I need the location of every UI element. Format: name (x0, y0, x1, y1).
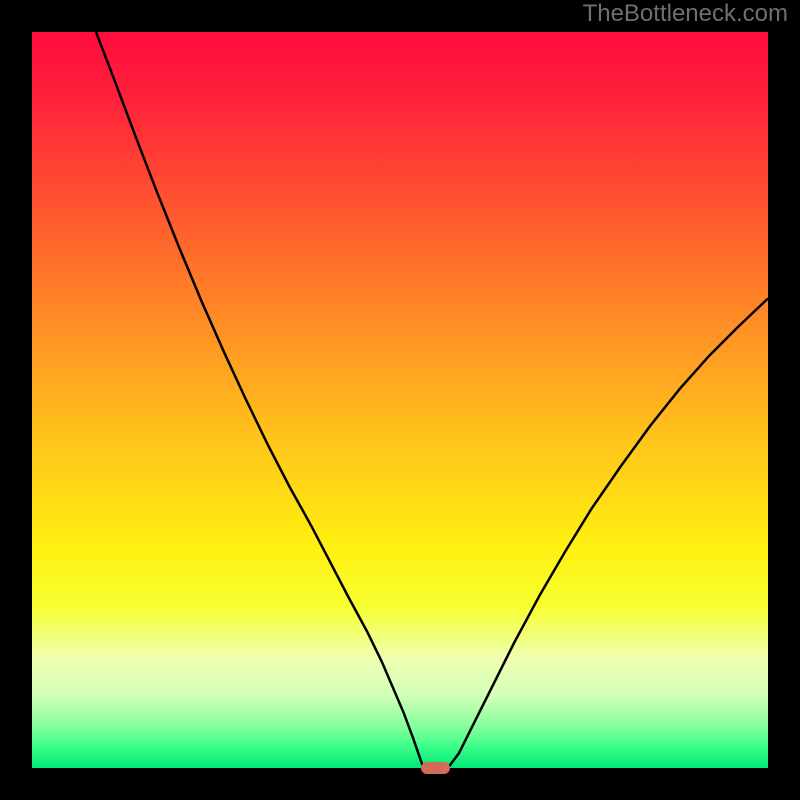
chart-frame: TheBottleneck.com (0, 0, 800, 800)
bottleneck-curve (32, 32, 768, 768)
watermark-text: TheBottleneck.com (583, 0, 788, 28)
optimal-point-marker (421, 762, 450, 774)
plot-area (32, 32, 768, 768)
curve-line (96, 32, 768, 768)
